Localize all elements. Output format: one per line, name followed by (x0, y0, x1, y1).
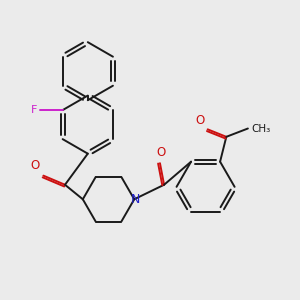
Text: O: O (195, 114, 204, 127)
Text: F: F (31, 105, 37, 115)
Text: O: O (156, 146, 165, 159)
Text: CH₃: CH₃ (251, 124, 270, 134)
Text: O: O (31, 159, 40, 172)
Text: N: N (131, 193, 140, 206)
